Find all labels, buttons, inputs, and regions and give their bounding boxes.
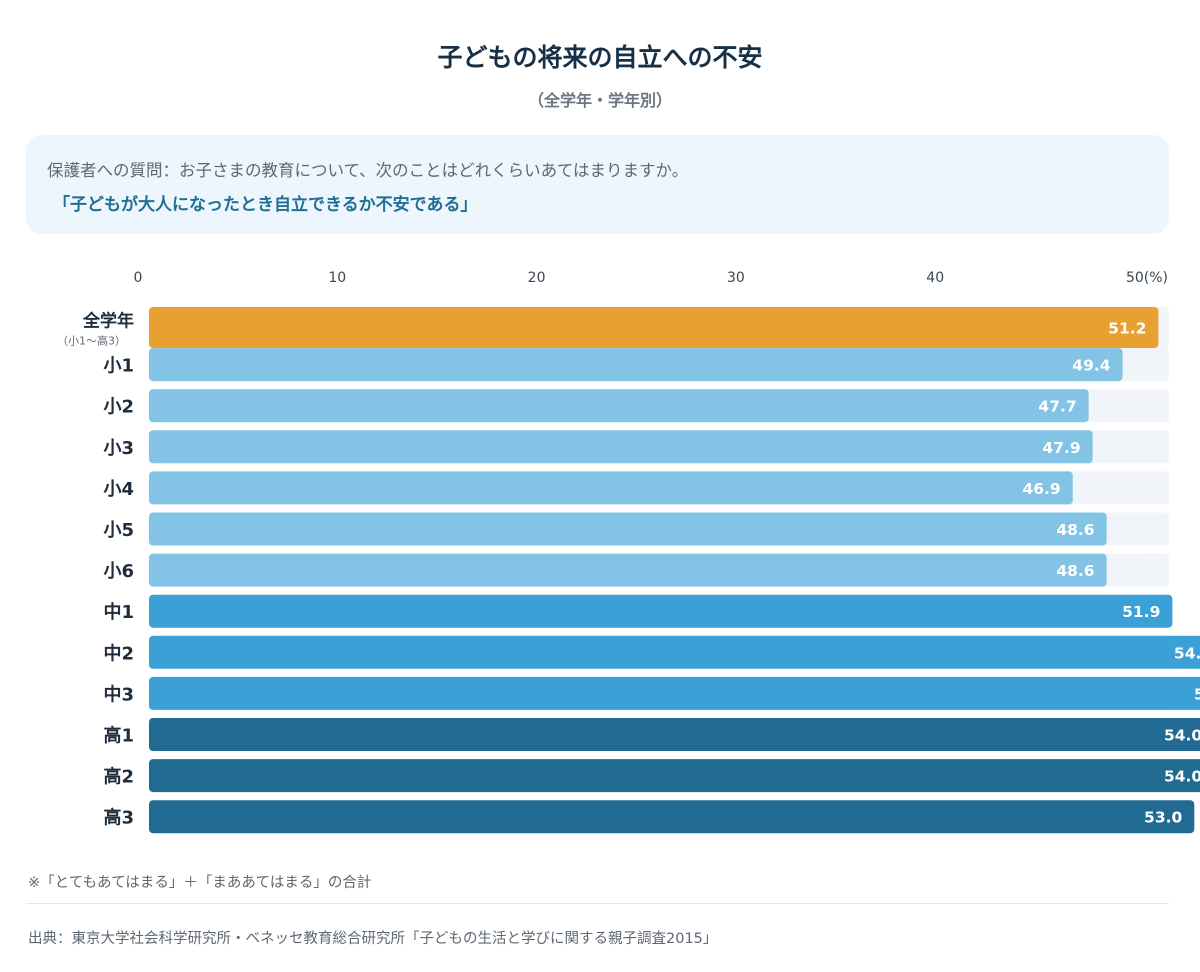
bar-value-label: 54.0 bbox=[1164, 727, 1200, 745]
bar-junior_high bbox=[149, 594, 1173, 628]
bar-value-label: 54.5 bbox=[1174, 644, 1200, 662]
bar-elementary bbox=[149, 430, 1093, 464]
bar-elementary bbox=[149, 348, 1123, 382]
bar-elementary bbox=[149, 553, 1107, 587]
bar-elementary bbox=[149, 389, 1089, 423]
chart-subtitle: （全学年・学年別） bbox=[527, 91, 672, 110]
question-box: 保護者への質問：お子さまの教育について、次のことはどれくらいあてはまりますか。 … bbox=[26, 135, 1169, 234]
bar-value-label: 49.4 bbox=[1072, 357, 1110, 375]
category-label: 中1 bbox=[103, 601, 134, 623]
bar-high bbox=[149, 718, 1200, 751]
bar-elementary bbox=[149, 471, 1073, 505]
bar-value-label: 55.5 bbox=[1194, 685, 1200, 703]
x-tick-label: 40 bbox=[926, 270, 944, 286]
source-citation: 出典：東京大学社会科学研究所・ベネッセ教育総合研究所「子どもの生活と学びに関する… bbox=[28, 931, 718, 947]
category-label: 高3 bbox=[103, 807, 134, 829]
bar-junior_high bbox=[149, 676, 1200, 710]
footnote: ※「とてもあてはまる」＋「まああてはまる」の合計 bbox=[28, 875, 372, 891]
bar-value-label: 48.6 bbox=[1056, 562, 1094, 580]
question-text: 保護者への質問：お子さまの教育について、次のことはどれくらいあてはまりますか。 bbox=[47, 161, 689, 180]
bar-value-label: 47.9 bbox=[1042, 439, 1080, 457]
category-label: 小3 bbox=[103, 438, 134, 459]
bar-value-label: 48.6 bbox=[1056, 521, 1094, 539]
bar-value-label: 46.9 bbox=[1022, 480, 1060, 498]
category-sublabel: （小1〜高3） bbox=[57, 334, 126, 348]
bar-value-label: 54.0 bbox=[1164, 768, 1200, 786]
bar-value-label: 51.2 bbox=[1108, 320, 1146, 338]
category-label: 小4 bbox=[103, 479, 134, 500]
bar-value-label: 51.9 bbox=[1122, 603, 1160, 621]
bar-elementary bbox=[149, 512, 1107, 546]
bar-high bbox=[149, 800, 1195, 834]
x-tick-label: 30 bbox=[727, 270, 745, 286]
x-tick-label: 10 bbox=[328, 270, 346, 286]
question-quote: 「子どもが大人になったとき自立できるか不安である」 bbox=[53, 195, 478, 215]
category-label: 小6 bbox=[103, 561, 134, 582]
category-label: 小1 bbox=[103, 356, 134, 377]
bar-value-label: 47.7 bbox=[1038, 398, 1076, 416]
category-label: 高2 bbox=[103, 766, 134, 788]
category-label: 中2 bbox=[103, 642, 134, 664]
chart-title: 子どもの将来の自立への不安 bbox=[437, 43, 763, 72]
category-label: 中3 bbox=[103, 683, 134, 705]
category-label: 高1 bbox=[103, 725, 134, 747]
bar-junior_high bbox=[149, 635, 1200, 669]
x-tick-label: 50(%) bbox=[1126, 270, 1168, 286]
x-tick-label: 20 bbox=[528, 270, 546, 286]
bar-all bbox=[149, 307, 1159, 348]
x-tick-label: 0 bbox=[134, 270, 143, 286]
bar-value-label: 53.0 bbox=[1144, 809, 1182, 827]
category-label: 小2 bbox=[103, 397, 134, 418]
category-label: 全学年 bbox=[82, 311, 134, 332]
divider bbox=[26, 903, 1169, 904]
category-label: 小5 bbox=[103, 520, 134, 541]
bar-high bbox=[149, 759, 1200, 793]
bar-chart: 0 10 20 30 40 50(%) 51.2 全学年 （小1〜高3） 49.4 小1 47.7 小2… bbox=[57, 270, 1200, 834]
